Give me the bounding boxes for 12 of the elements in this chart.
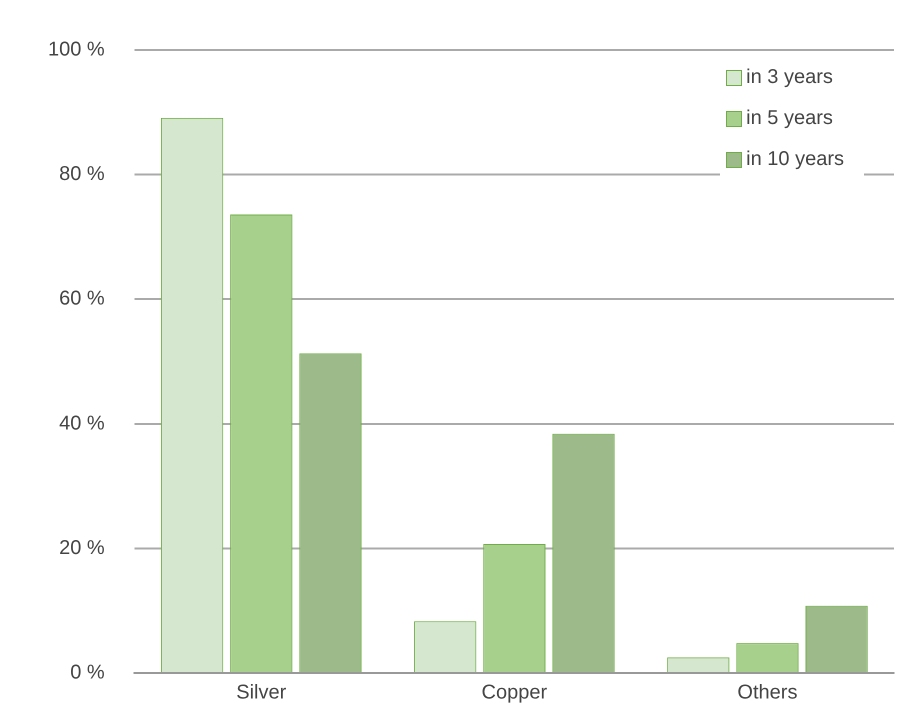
y-tick-label: 100 %: [48, 38, 105, 61]
legend-label: in 3 years: [746, 66, 833, 89]
x-tick-label: Silver: [236, 682, 287, 704]
y-tick-label: 40 %: [59, 412, 105, 434]
y-tick-label: 60 %: [59, 288, 105, 310]
y-tick-label: 0 %: [70, 662, 105, 684]
legend-label: in 5 years: [746, 107, 833, 130]
legend-label: in 10 years: [746, 148, 844, 171]
x-tick-label: Copper: [482, 682, 548, 704]
x-tick-label: Others: [737, 682, 798, 704]
y-tick-label: 80 %: [59, 163, 105, 186]
y-tick-label: 20 %: [59, 536, 105, 559]
